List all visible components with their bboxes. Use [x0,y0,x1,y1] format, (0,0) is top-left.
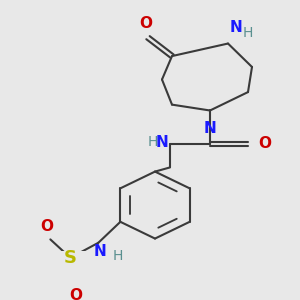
Text: S: S [64,249,77,267]
Text: O: O [258,136,271,152]
Text: H: H [148,135,158,149]
Text: N: N [204,121,216,136]
Text: O: O [69,288,82,300]
Text: O: O [40,219,53,234]
Text: O: O [140,16,152,31]
Text: N: N [155,135,168,150]
Text: H: H [243,26,254,40]
Text: N: N [94,244,107,260]
Text: N: N [230,20,243,35]
Text: H: H [112,249,123,263]
